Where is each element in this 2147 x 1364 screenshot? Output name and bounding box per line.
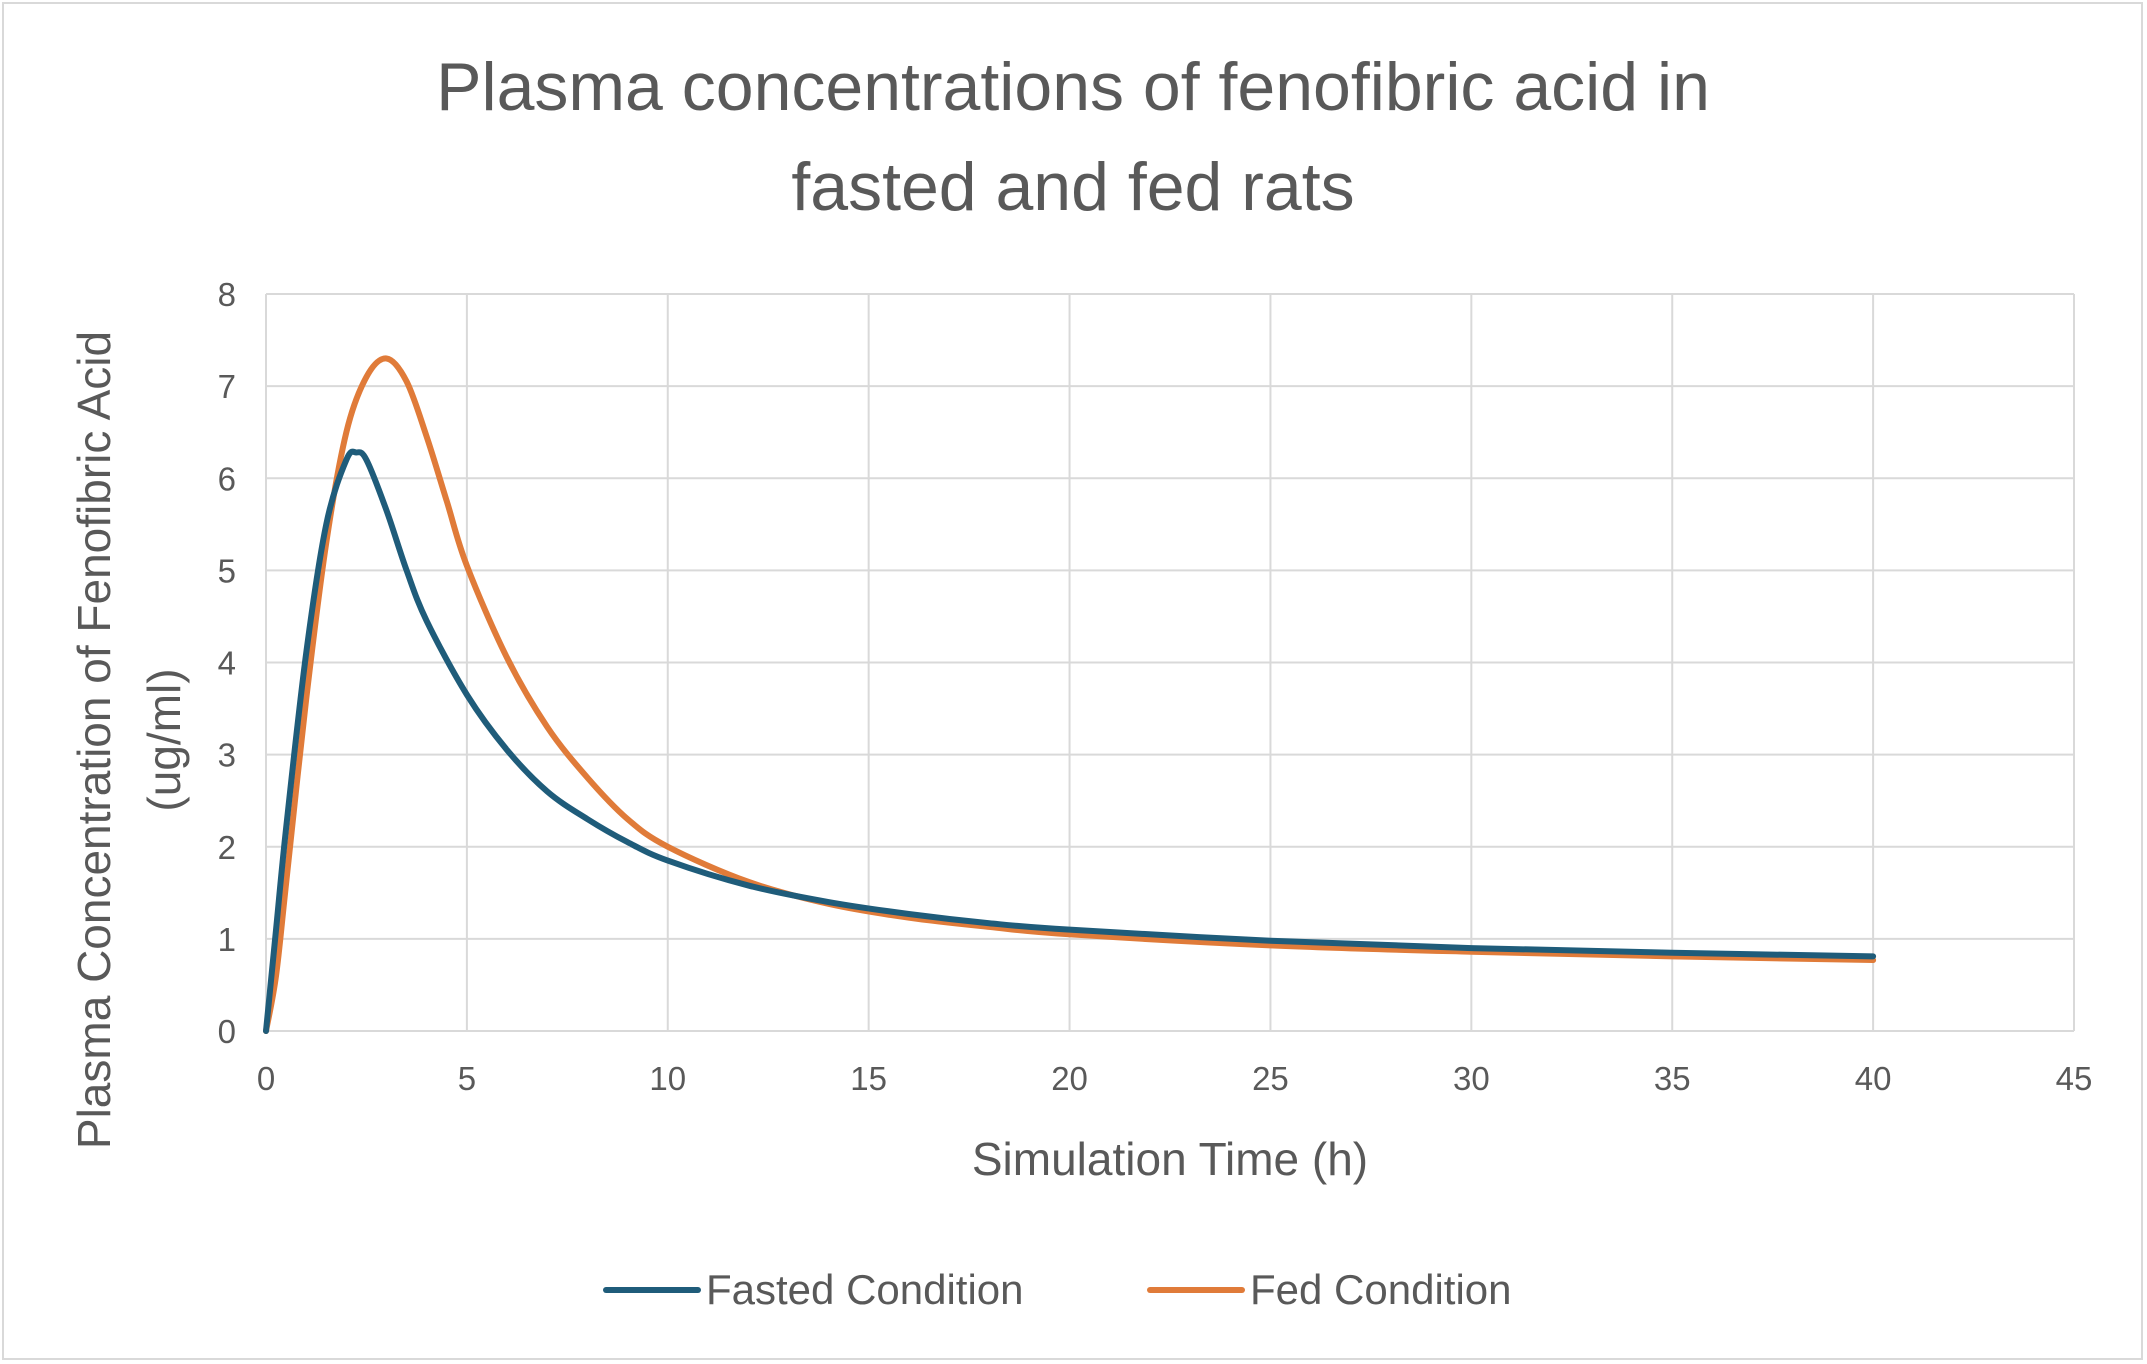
x-tick-label: 15: [850, 1060, 887, 1097]
y-tick-label: 0: [218, 1013, 236, 1050]
series-line-fed-condition: [263, 355, 1877, 1034]
x-tick-label: 10: [649, 1060, 686, 1097]
series-lines: [263, 355, 1877, 1034]
axes: [265, 294, 2074, 1032]
x-tick-label: 30: [1453, 1060, 1490, 1097]
x-tick-label: 0: [257, 1060, 275, 1097]
y-tick-label: 8: [218, 276, 236, 313]
y-tick-label: 5: [218, 552, 236, 589]
legend-label-fed: Fed Condition: [1250, 1266, 1512, 1313]
legend: Fasted Condition Fed Condition: [603, 1266, 1512, 1313]
x-tick-label: 25: [1252, 1060, 1289, 1097]
chart-title-line-2: fasted and fed rats: [791, 149, 1354, 225]
series-line-fasted-condition: [263, 448, 1877, 1034]
y-tick-label: 4: [218, 645, 236, 682]
y-tick-label: 1: [218, 921, 236, 958]
y-tick-label: 2: [218, 829, 236, 866]
x-tick-label: 5: [458, 1060, 476, 1097]
y-tick-label: 7: [218, 368, 236, 405]
x-tick-label: 40: [1855, 1060, 1892, 1097]
gridlines: [266, 293, 2075, 1031]
y-tick-label: 3: [218, 737, 236, 774]
x-tick-label: 45: [2056, 1060, 2093, 1097]
x-tick-label: 20: [1051, 1060, 1088, 1097]
x-axis-title: Simulation Time (h): [972, 1133, 1368, 1185]
y-axis-title-line-2: (ug/ml): [138, 668, 190, 811]
x-tick-label: 35: [1654, 1060, 1691, 1097]
y-axis-title-line-1: Plasma Concentration of Fenofibric Acid: [68, 331, 120, 1149]
legend-label-fasted: Fasted Condition: [706, 1266, 1024, 1313]
y-tick-label: 6: [218, 460, 236, 497]
chart-title-line-1: Plasma concentrations of fenofibric acid…: [436, 49, 1710, 125]
